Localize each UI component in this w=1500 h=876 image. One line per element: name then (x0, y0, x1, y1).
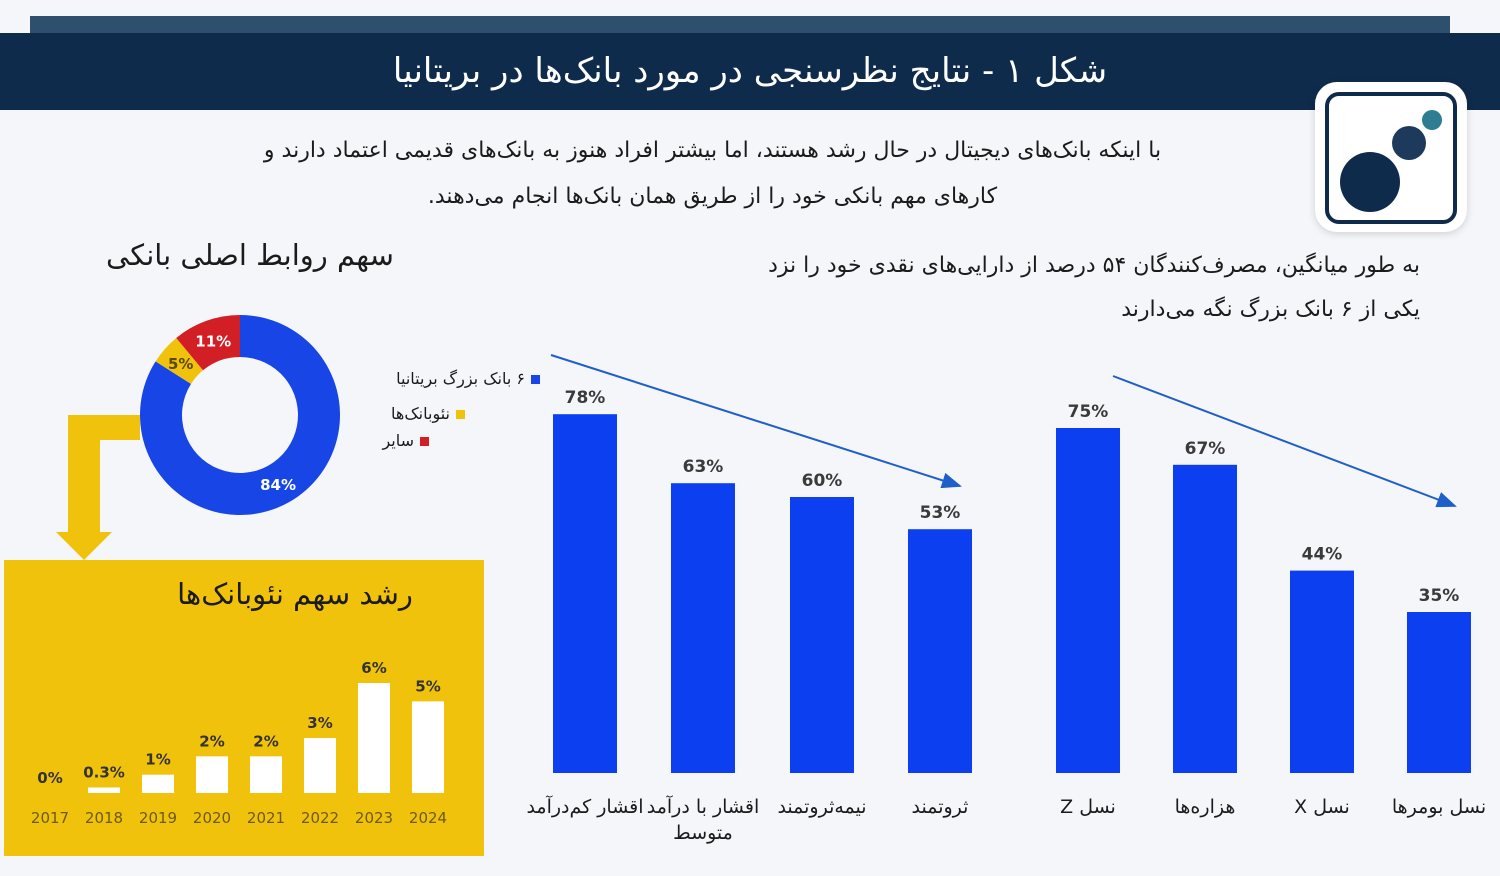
trend-arrow-income (550, 354, 962, 489)
main-bar-value-label: 53% (920, 503, 961, 523)
legend-swatch-blue (531, 375, 540, 384)
donut-slice-label: 11% (195, 333, 231, 351)
header-accent-strip (30, 16, 1450, 34)
bar-category-label: نیمه‌ثروتمند (777, 796, 867, 818)
legend-label: نئوبانک‌ها (391, 404, 450, 423)
main-bar-value-label: 78% (565, 388, 606, 408)
main-bar (908, 529, 972, 773)
growth-value-label: 1% (145, 751, 170, 769)
growth-year-label: 2019 (139, 809, 177, 827)
growth-bar (142, 774, 174, 793)
main-bar (1407, 612, 1471, 773)
main-bar (1173, 464, 1237, 773)
intro-line-2: کارهای مهم بانکی خود را از طریق همان بان… (427, 184, 998, 209)
legend-label: ۶ بانک بزرگ بریتانیا (396, 369, 525, 388)
growth-year-label: 2017 (31, 809, 69, 827)
growth-value-label: 6% (361, 659, 386, 677)
donut-slice (176, 315, 240, 371)
main-bar-value-label: 35% (1419, 586, 1460, 606)
growth-bar (358, 683, 390, 793)
growth-value-label: 0.3% (83, 764, 125, 782)
growth-value-label: 2% (253, 732, 278, 750)
intro-line-1: با اینکه بانک‌های دیجیتال در حال رشد هست… (263, 138, 1162, 163)
growth-value-label: 5% (415, 677, 440, 695)
bar-category-label: اقشار با درآمد متوسط (646, 796, 760, 844)
growth-bar (412, 701, 444, 793)
legend-item-neobanks: نئوبانک‌ها (365, 404, 465, 423)
bar-category-label: نسل بومرها (1391, 796, 1487, 818)
growth-value-label: 3% (307, 714, 332, 732)
donut-slice (140, 315, 340, 515)
bar-category-label: هزاره‌ها (1174, 796, 1236, 818)
donut-chart-title: سهم روابط اصلی بانکی (106, 238, 394, 272)
bar-category-label: اقشار کم‌درآمد (526, 796, 644, 818)
growth-bar (304, 738, 336, 793)
main-bar (790, 497, 854, 773)
growth-year-label: 2022 (301, 809, 339, 827)
growth-year-label: 2020 (193, 809, 231, 827)
main-bar-value-label: 75% (1068, 402, 1109, 422)
growth-bar (196, 756, 228, 793)
main-bar (1290, 570, 1354, 773)
legend-item-other: سایر (365, 431, 429, 450)
donut-chart: 84% 5%11% (140, 315, 340, 515)
growth-value-label: 0% (37, 769, 62, 787)
main-bar-value-label: 60% (802, 471, 843, 491)
main-bar (553, 414, 617, 773)
intro-text: با اینکه بانک‌های دیجیتال در حال رشد هست… (150, 128, 1275, 220)
donut-slice-label: 84% (260, 476, 296, 494)
logo (1315, 82, 1467, 232)
growth-year-label: 2023 (355, 809, 393, 827)
main-bar-value-label: 63% (683, 457, 724, 477)
logo-icon (1325, 92, 1457, 224)
growth-bar (88, 787, 120, 793)
growth-chart-title: رشد سهم نئوبانک‌ها (177, 577, 413, 611)
main-bar (1056, 428, 1120, 773)
donut-slice (155, 337, 204, 384)
growth-year-label: 2018 (85, 809, 123, 827)
bars-description: به طور میانگین، مصرف‌کنندگان ۵۴ درصد از … (640, 244, 1420, 332)
legend-label: سایر (382, 431, 414, 450)
bars-description-line-1: به طور میانگین، مصرف‌کنندگان ۵۴ درصد از … (768, 253, 1420, 278)
legend-swatch-red (420, 437, 429, 446)
header-bar: شکل ۱ - نتایج نظرسنجی در مورد بانک‌ها در… (0, 33, 1500, 110)
growth-bar (250, 756, 282, 793)
legend-item-big-six: ۶ بانک بزرگ بریتانیا (365, 369, 540, 388)
legend-swatch-yellow (456, 410, 465, 419)
page-title: شکل ۱ - نتایج نظرسنجی در مورد بانک‌ها در… (392, 51, 1108, 91)
growth-year-label: 2024 (409, 809, 447, 827)
bars-description-line-2: یکی از ۶ بانک بزرگ نگه می‌دارند (1121, 297, 1420, 322)
donut-slice-label: 5% (168, 355, 193, 373)
bar-category-label: نسل X (1294, 796, 1350, 818)
growth-year-label: 2021 (247, 809, 285, 827)
bar-category-label: ثروتمند (911, 796, 969, 818)
neobank-growth-panel (4, 560, 484, 856)
main-bar-value-label: 67% (1185, 439, 1226, 459)
growth-value-label: 2% (199, 732, 224, 750)
main-bar (671, 483, 735, 773)
bar-category-label: نسل Z (1060, 796, 1116, 818)
main-bar-value-label: 44% (1302, 545, 1343, 565)
trend-arrow-generation (1112, 375, 1457, 508)
